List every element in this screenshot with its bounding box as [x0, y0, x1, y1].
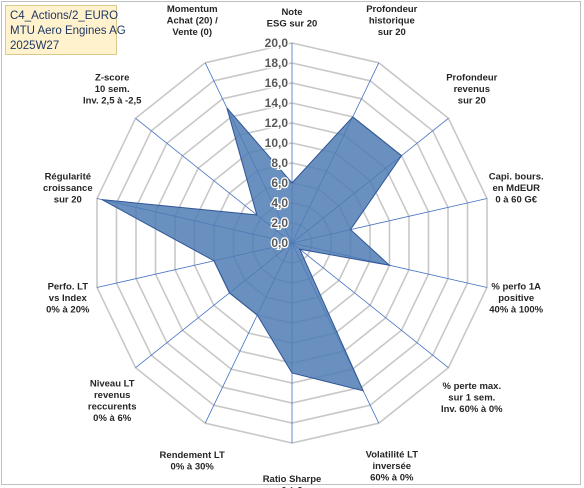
tick-label-halo: 4,0: [271, 196, 288, 210]
tick-label-halo: 18,0: [265, 56, 289, 70]
tick-label-halo: 10,0: [265, 136, 289, 150]
tick-label-halo: 20,0: [265, 36, 289, 50]
category-label-line: revenus: [94, 390, 130, 401]
category-label-line: ESG sur 20: [267, 19, 318, 30]
title-line-2: MTU Aero Engines AG: [10, 25, 126, 37]
tick-label-halo: 12,0: [265, 116, 289, 130]
category-label-line: Volatilité LT: [366, 450, 419, 461]
category-label-line: 0% à 6%: [93, 413, 132, 424]
tick-label: 12,0: [265, 116, 289, 130]
category-label: Niveau LT revenus reccurents 0% à 6%: [88, 379, 137, 425]
category-label-line: 60% à 0%: [370, 473, 414, 484]
category-label-line: Profondeur: [366, 4, 417, 15]
category-label-line: positive: [498, 293, 534, 304]
category-label: Momentum Achat (20) / Vente (0): [167, 4, 219, 38]
category-label-line: 0% à 30%: [171, 462, 215, 473]
category-label-line: Ratio Sharpe: [263, 474, 322, 485]
tick-label-halo: 0,0: [271, 236, 288, 250]
title-box: C4_Actions/2_EURO MTU Aero Engines AG 20…: [5, 5, 126, 55]
category-label: Profondeur historique sur 20: [366, 4, 417, 38]
category-label-line: sur 20: [378, 27, 406, 38]
tick-label: 6,0: [271, 176, 288, 190]
series-polygon: [101, 107, 403, 392]
tick-label: 14,0: [265, 96, 289, 110]
tick-label-halo: 2,0: [271, 216, 288, 230]
category-label-line: croissance: [43, 183, 93, 194]
tick-label: 0,0: [271, 236, 288, 250]
category-label: Perfo. LT vs Index 0% à 20%: [46, 282, 90, 316]
category-label-line: 0% à 20%: [46, 305, 90, 316]
tick-label: 10,0: [265, 136, 289, 150]
category-label-line: 0 à 2: [281, 486, 302, 488]
category-label: Capi. bours. en MdEUR 0 à 60 G€: [489, 172, 544, 206]
category-label-line: vs Index: [49, 293, 88, 304]
tick-label-halo: 14,0: [265, 96, 289, 110]
category-label-line: Note: [281, 7, 302, 18]
category-label-line: % perte max.: [442, 381, 501, 392]
category-label: Volatilité LT inversée 60% à 0%: [366, 450, 419, 484]
tick-label-halo: 8,0: [271, 156, 288, 170]
category-label-line: Perfo. LT: [48, 282, 89, 293]
tick-label: 18,0: [265, 56, 289, 70]
category-label-line: revenus: [454, 84, 490, 95]
category-label-line: Achat (20) /: [167, 16, 219, 27]
category-label: Ratio Sharpe0 à 2: [263, 474, 322, 488]
category-label-line: Z-score: [95, 73, 129, 84]
category-label-line: Rendement LT: [160, 450, 225, 461]
category-label-line: sur 20: [54, 195, 82, 206]
category-label-line: % perfo 1A: [491, 282, 541, 293]
category-label-line: sur 1 sem.: [448, 392, 495, 403]
category-label-line: Inv. 2,5 à -2,5: [83, 96, 142, 107]
category-label: Profondeur revenus sur 20: [446, 73, 497, 107]
tick-label: 16,0: [265, 76, 289, 90]
category-label-line: Inv. 60% à 0%: [441, 404, 503, 415]
tick-label: 2,0: [271, 216, 288, 230]
radial-tick-labels: 0,00,02,02,04,04,06,06,08,08,010,010,012…: [263, 35, 289, 252]
tick-label: 20,0: [265, 36, 289, 50]
category-label-line: Niveau LT: [90, 379, 135, 390]
category-label-line: sur 20: [458, 96, 486, 107]
tick-label-halo: 16,0: [265, 76, 289, 90]
category-label-line: Profondeur: [446, 73, 497, 84]
category-label: % perfo 1A positive 40% à 100%: [489, 282, 543, 316]
category-label-line: Vente (0): [172, 27, 212, 38]
radar-series-area: [101, 107, 403, 392]
category-label-line: 40% à 100%: [489, 305, 543, 316]
category-label-line: Capi. bours.: [489, 172, 544, 183]
category-label-line: 10 sem.: [95, 84, 130, 95]
category-label: % perte max. sur 1 sem. Inv. 60% à 0%: [441, 381, 503, 415]
category-label: Régularité croissance sur 20: [43, 172, 93, 206]
title-line-1: C4_Actions/2_EURO: [10, 10, 119, 22]
category-label: Rendement LT 0% à 30%: [160, 450, 225, 473]
category-label-line: 0 à 60 G€: [495, 195, 537, 206]
category-label-line: historique: [369, 16, 415, 27]
title-line-3: 2025W27: [10, 40, 60, 52]
category-label-line: reccurents: [88, 402, 137, 413]
tick-label: 8,0: [271, 156, 288, 170]
category-label-line: inversée: [373, 461, 412, 472]
category-label: Note ESG sur 20: [267, 7, 318, 30]
tick-label-halo: 6,0: [271, 176, 288, 190]
category-label-line: Momentum: [167, 4, 218, 15]
tick-label: 4,0: [271, 196, 288, 210]
category-label: Z-score 10 sem. Inv. 2,5 à -2,5: [83, 73, 142, 107]
category-label-line: Régularité: [45, 172, 91, 183]
category-label-line: en MdEUR: [492, 183, 540, 194]
radar-spoke: [291, 242, 449, 369]
